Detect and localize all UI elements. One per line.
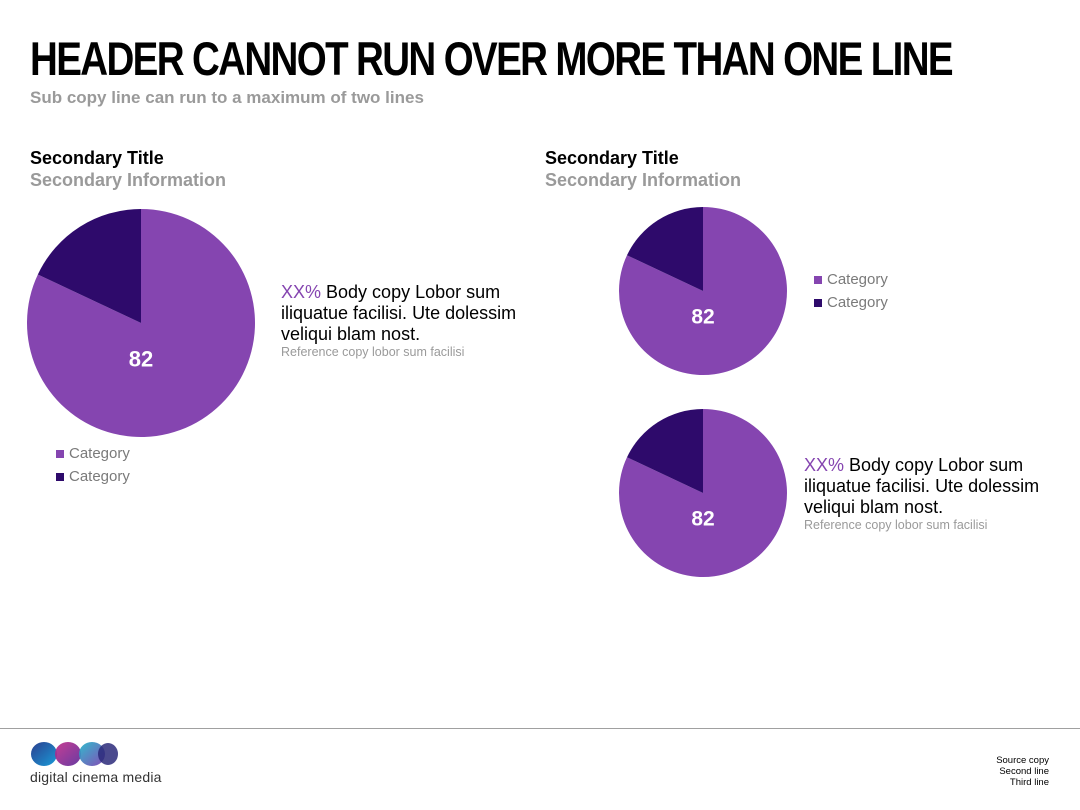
legend-swatch-primary — [56, 449, 64, 458]
legend-swatch-primary — [814, 275, 822, 284]
pie-data-label: 82 — [691, 305, 714, 328]
legend-item: Category — [814, 291, 888, 314]
callout-reference: Reference copy lobor sum facilisi — [281, 345, 465, 359]
right-secondary-info: Secondary Information — [545, 170, 742, 190]
footer-divider — [0, 728, 1080, 729]
pie-slice — [626, 207, 703, 291]
left-secondary-title: Secondary Title — [30, 148, 164, 168]
legend-item: Category — [56, 465, 130, 488]
pie-chart-small-top: 82 — [619, 207, 787, 375]
pie-data-label: 82 — [129, 347, 153, 372]
legend-label: Category — [69, 445, 130, 462]
left-secondary-info: Secondary Information — [30, 170, 227, 190]
callout-body: Body copy Lobor sum iliquatue facilisi. … — [804, 455, 1040, 517]
right-secondary-title: Secondary Title — [545, 148, 679, 168]
pie-slice — [37, 209, 141, 323]
right-callout: XX% Body copy Lobor sum iliquatue facili… — [804, 455, 1066, 532]
legend-item: Category — [56, 442, 130, 465]
right-legend: Category Category — [814, 268, 888, 314]
legend-label: Category — [827, 271, 888, 288]
page-subcopy: Sub copy line can run to a maximum of tw… — [30, 88, 424, 107]
callout-percent: XX% — [281, 282, 322, 302]
left-callout: XX% Body copy Lobor sum iliquatue facili… — [281, 282, 541, 359]
page-title: HEADER CANNOT RUN OVER MORE THAN ONE LIN… — [30, 32, 954, 85]
legend-label: Category — [69, 468, 130, 485]
pie-chart-small-bottom: 82 — [619, 409, 787, 577]
source-copy: Source copy Second line Third line — [996, 755, 1049, 788]
logo-text: digital cinema media — [30, 769, 162, 785]
legend-label: Category — [827, 294, 888, 311]
callout-reference: Reference copy lobor sum facilisi — [804, 518, 988, 532]
legend-item: Category — [814, 268, 888, 291]
legend-swatch-secondary — [814, 298, 822, 307]
callout-body: Body copy Lobor sum iliquatue facilisi. … — [281, 282, 517, 344]
pie-slice — [626, 409, 703, 493]
dcm-logo-icon — [31, 742, 118, 766]
source-line: Second line — [999, 766, 1049, 777]
pie-data-label: 82 — [691, 507, 714, 530]
left-legend: Category Category — [56, 442, 130, 488]
pie-chart-large: 82 — [26, 209, 255, 437]
callout-percent: XX% — [804, 455, 845, 475]
legend-swatch-secondary — [56, 472, 64, 481]
source-line: Source copy — [996, 755, 1049, 766]
source-line: Third line — [1009, 777, 1049, 788]
